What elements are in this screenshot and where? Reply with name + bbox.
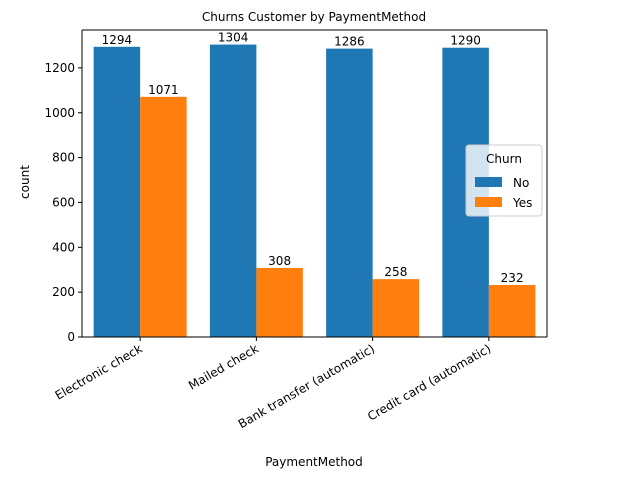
y-tick-label-200: 200 — [52, 285, 75, 299]
legend: Churn No Yes — [465, 144, 543, 217]
bars-group — [93, 44, 536, 338]
x-axis-label: PaymentMethod — [265, 455, 363, 469]
x-tick-label-3: Credit card (automatic) — [365, 341, 493, 423]
chart-title: Churns Customer by PaymentMethod — [202, 10, 426, 24]
data-label-no-2: 1286 — [334, 35, 365, 49]
data-label-no-0: 1294 — [102, 33, 133, 47]
y-tick-label-600: 600 — [52, 195, 75, 209]
data-label-yes-3: 232 — [501, 271, 524, 285]
data-label-no-3: 1290 — [450, 34, 481, 48]
bar-no-0 — [93, 46, 141, 337]
data-label-yes-1: 308 — [268, 254, 291, 268]
bar-yes-3 — [488, 284, 536, 337]
x-tick-label-0: Electronic check — [53, 341, 145, 402]
data-label-yes-0: 1071 — [148, 83, 179, 97]
bar-no-1 — [209, 44, 257, 337]
data-label-no-1: 1304 — [218, 31, 249, 45]
legend-label-no: No — [513, 176, 529, 190]
legend-swatch-no — [475, 177, 502, 187]
bar-yes-2 — [372, 279, 420, 337]
y-tick-label-1200: 1200 — [44, 61, 75, 75]
y-tick-label-800: 800 — [52, 151, 75, 165]
legend-label-yes: Yes — [512, 196, 532, 210]
legend-title: Churn — [486, 152, 522, 166]
y-tick-label-1000: 1000 — [44, 106, 75, 120]
bar-yes-1 — [256, 267, 303, 337]
y-tick-label-0: 0 — [67, 330, 75, 344]
bar-yes-0 — [140, 96, 187, 337]
legend-swatch-yes — [475, 197, 502, 207]
data-label-yes-2: 258 — [384, 265, 407, 279]
x-tick-label-1: Mailed check — [186, 341, 261, 392]
data-labels-group: 1294 1304 1286 1290 1071 308 258 232 — [102, 31, 524, 285]
y-tick-label-400: 400 — [52, 240, 75, 254]
y-axis-label: count — [18, 165, 32, 199]
bar-no-2 — [326, 48, 373, 338]
